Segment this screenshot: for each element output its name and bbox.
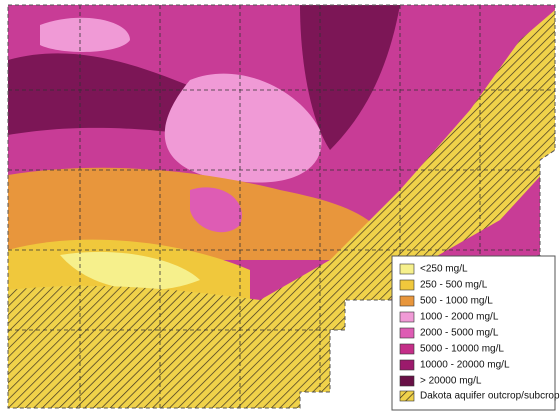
legend-label: 10000 - 20000 mg/L bbox=[420, 360, 510, 371]
legend: Dakota aquifer outcrop/subcrop <250 mg/L… bbox=[391, 255, 560, 411]
legend-swatch bbox=[399, 327, 415, 339]
legend-swatch bbox=[399, 279, 415, 291]
legend-swatch bbox=[399, 263, 415, 275]
legend-label: 500 - 1000 mg/L bbox=[420, 296, 493, 307]
state-outline bbox=[7, 4, 556, 409]
legend-swatch bbox=[399, 359, 415, 371]
legend-box bbox=[391, 255, 556, 411]
legend-label: <250 mg/L bbox=[420, 264, 468, 275]
legend-swatch bbox=[399, 375, 415, 387]
legend-label: > 20000 mg/L bbox=[420, 376, 482, 387]
legend-swatch bbox=[399, 343, 415, 355]
legend-swatch bbox=[399, 295, 415, 307]
county-lines bbox=[8, 5, 555, 408]
legend-label: Dakota aquifer outcrop/subcrop bbox=[420, 391, 560, 402]
legend-label: 2000 - 5000 mg/L bbox=[420, 328, 499, 339]
legend-swatch bbox=[399, 311, 415, 323]
legend-label: 250 - 500 mg/L bbox=[420, 280, 488, 291]
legend-swatch bbox=[399, 390, 415, 402]
legend-label: 5000 - 10000 mg/L bbox=[420, 344, 504, 355]
legend-label: 1000 - 2000 mg/L bbox=[420, 312, 499, 323]
